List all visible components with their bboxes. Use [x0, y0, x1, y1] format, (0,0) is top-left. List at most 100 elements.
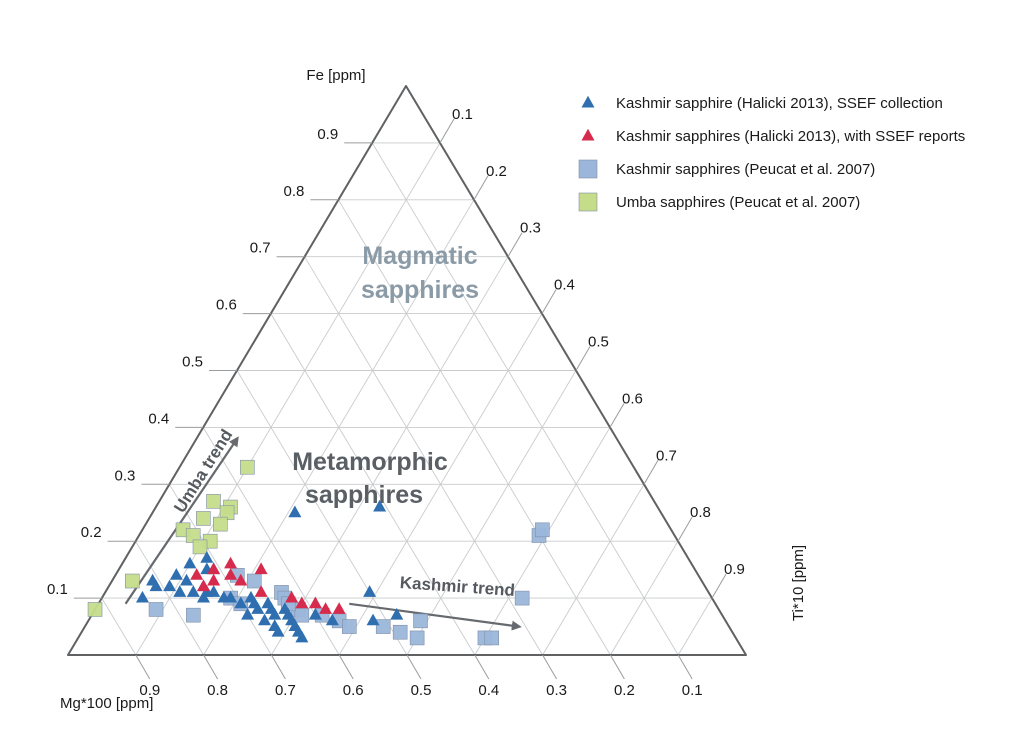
data-point-square [409, 630, 425, 646]
tick-layer: 0.9 0.8 0.7 0.6 0.5 0.4 0.3 0.2 0.1 0.1 0.2 0.3 0.4 0… [47, 106, 745, 699]
data-point-square [535, 522, 550, 538]
data-point-triangle [196, 579, 210, 592]
data-point-triangle [254, 585, 268, 597]
tick-label-ti: 0.8 [690, 504, 711, 521]
axis-label-fe: Fe [ppm] [306, 67, 365, 84]
data-point-triangle [390, 607, 404, 620]
data-point-triangle [135, 590, 149, 603]
data-point-triangle [373, 499, 387, 512]
tick-mark-ti [541, 289, 557, 314]
data-point-triangle [224, 568, 238, 580]
data-point-triangle [234, 596, 248, 609]
data-point-square [514, 590, 530, 606]
tick-label-mg: 0.5 [411, 682, 432, 699]
data-point-square [196, 511, 211, 526]
tick-mark-mg [474, 654, 490, 680]
tick-mark-mg [203, 654, 219, 680]
tick-label-ti: 0.1 [452, 106, 473, 123]
data-point-triangle [325, 613, 339, 626]
data-point-triangle [268, 607, 282, 620]
data-point-triangle [197, 590, 210, 603]
data-point-triangle [190, 568, 204, 580]
data-point-triangle [169, 568, 183, 580]
grid-line-mg [101, 597, 137, 656]
legend-marker-triangle [581, 128, 595, 141]
tick-label-mg: 0.7 [275, 682, 296, 699]
grid-line-ti [677, 597, 713, 656]
legend-marker-triangle [581, 95, 595, 108]
tick-label-fe: 0.6 [216, 297, 237, 314]
grid-line-mg [304, 256, 543, 656]
tick-mark-mg [677, 654, 693, 680]
tick-mark-ti [677, 516, 693, 542]
data-point-triangle [295, 596, 309, 609]
data-point-square [240, 459, 255, 475]
tick-mark-mg [609, 654, 625, 680]
umba-trend-arrow [124, 436, 239, 605]
tick-label-ti: 0.9 [724, 561, 745, 578]
tick-mark-ti [575, 346, 591, 371]
tick-label-ti: 0.3 [520, 220, 541, 237]
data-point-triangle [366, 613, 380, 626]
tick-mark-ti [473, 175, 489, 201]
data-point-square [124, 573, 140, 589]
grid-line-ti [135, 142, 441, 656]
tick-label-ti: 0.7 [656, 447, 677, 464]
axis-label-ti: Ti*10 [ppm] [790, 545, 807, 621]
data-point-triangle [288, 505, 302, 518]
tick-mark-ti [643, 460, 659, 485]
data-point-triangle [207, 573, 221, 586]
tick-label-mg: 0.3 [546, 682, 567, 699]
data-point-triangle [173, 585, 187, 597]
tick-label-mg: 0.1 [682, 682, 703, 699]
legend-marker-square [578, 192, 598, 212]
tick-mark-ti [439, 118, 455, 144]
tick-label-ti: 0.4 [554, 277, 575, 294]
legend-label: Umba sapphires (Peucat et al. 2007) [616, 194, 860, 211]
data-point-square [148, 602, 164, 617]
tick-label-ti: 0.6 [622, 390, 643, 407]
grid-line-ti [406, 370, 577, 656]
tick-label-mg: 0.9 [139, 682, 160, 699]
data-point-triangle [200, 551, 214, 563]
grid-line-mg [135, 540, 204, 656]
grid-line-mg [371, 142, 679, 656]
tick-label-fe: 0.2 [81, 524, 102, 541]
data-point-triangle [308, 596, 322, 609]
point-layer [87, 459, 550, 646]
tick-mark-mg [406, 654, 422, 680]
tick-label-fe: 0.7 [250, 240, 271, 257]
data-point-triangle [254, 562, 268, 575]
data-point-square [294, 607, 310, 623]
data-point-triangle [149, 579, 163, 592]
data-point-triangle [295, 630, 309, 643]
grid-line-ti [542, 484, 645, 656]
region-label-magmatic-1: Magmatic [362, 242, 477, 270]
data-point-triangle [251, 602, 265, 614]
data-point-triangle [234, 573, 248, 586]
data-point-square [342, 619, 357, 634]
series-0 [135, 499, 404, 643]
data-point-triangle [319, 602, 333, 614]
data-point-square [186, 607, 201, 623]
data-point-square [87, 602, 103, 617]
tick-mark-ti [609, 403, 625, 428]
legend-label: Kashmir sapphire (Halicki 2013), SSEF co… [616, 95, 943, 112]
data-point-triangle [271, 624, 285, 637]
data-point-triangle [241, 607, 255, 620]
data-point-square [247, 573, 262, 589]
tick-label-mg: 0.8 [207, 682, 228, 699]
data-point-triangle [183, 556, 197, 569]
tick-label-fe: 0.3 [115, 467, 136, 484]
legend-marker-square [578, 159, 598, 179]
data-point-square [206, 494, 221, 509]
data-point-triangle [186, 585, 200, 597]
data-point-triangle [363, 585, 377, 597]
legend-label: Kashmir sapphires (Halicki 2013), with S… [616, 128, 965, 145]
tick-label-mg: 0.6 [343, 682, 364, 699]
data-point-square [413, 613, 428, 629]
kashmir-trend-arrow [349, 602, 522, 631]
tick-label-mg: 0.4 [478, 682, 499, 699]
region-label-metamorphic-1: Metamorphic [292, 448, 448, 476]
